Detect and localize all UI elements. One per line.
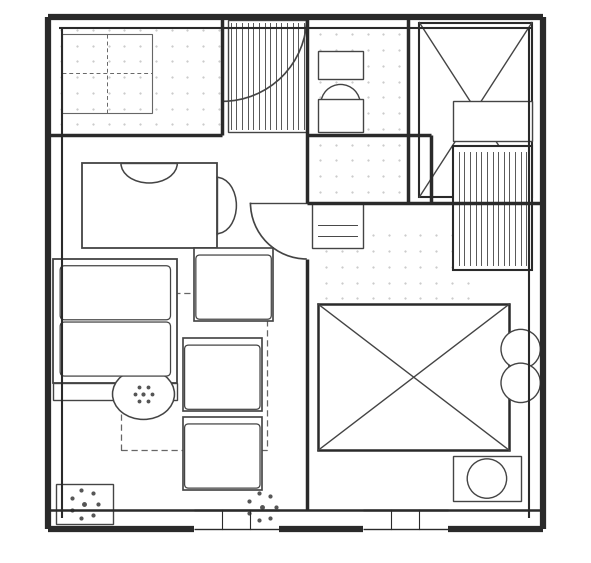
Bar: [62, 34, 152, 113]
Bar: [53, 259, 177, 383]
Circle shape: [501, 363, 540, 403]
Bar: [453, 146, 532, 270]
FancyBboxPatch shape: [184, 424, 260, 488]
Bar: [318, 304, 509, 450]
Bar: [183, 417, 262, 490]
Bar: [453, 101, 532, 141]
FancyBboxPatch shape: [60, 266, 171, 320]
Bar: [194, 248, 273, 321]
Circle shape: [467, 459, 506, 498]
Bar: [420, 23, 532, 197]
Ellipse shape: [112, 369, 174, 419]
Bar: [53, 383, 177, 400]
Bar: [82, 163, 217, 248]
FancyBboxPatch shape: [196, 255, 271, 319]
Bar: [228, 20, 307, 132]
Ellipse shape: [321, 84, 361, 124]
Circle shape: [501, 329, 540, 369]
Bar: [453, 456, 521, 501]
Bar: [183, 338, 262, 411]
FancyBboxPatch shape: [60, 322, 171, 376]
Bar: [313, 203, 363, 248]
Bar: [318, 51, 363, 79]
Bar: [318, 99, 363, 132]
Bar: [121, 293, 267, 450]
Bar: [56, 484, 112, 524]
FancyBboxPatch shape: [184, 345, 260, 409]
